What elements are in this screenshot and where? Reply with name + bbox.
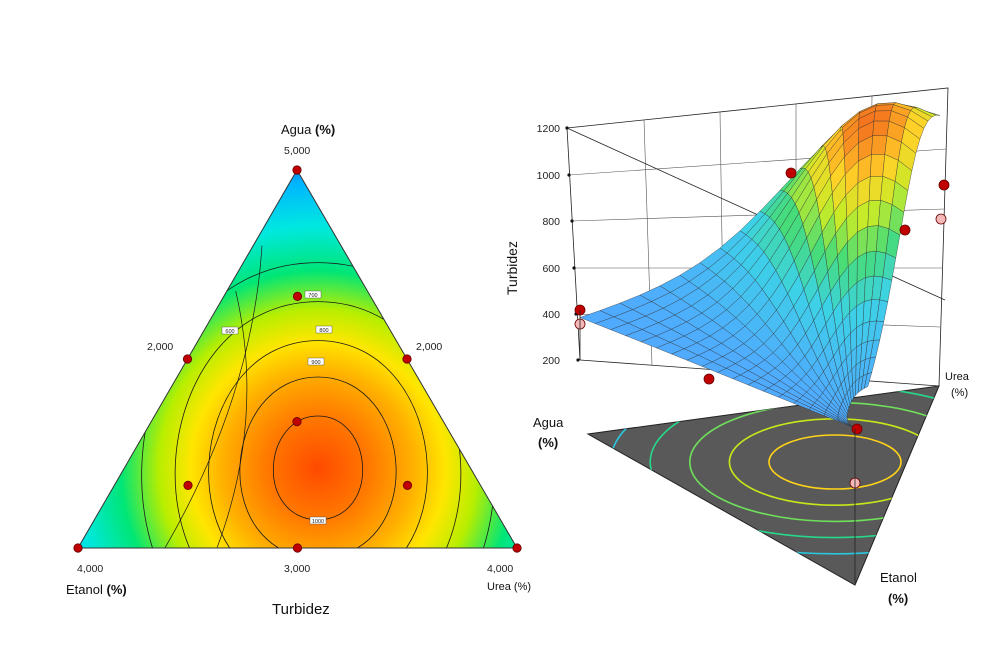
surface-z-tick-marks [565,126,580,362]
ternary-design-point [292,416,302,427]
contour-label: 900 [307,357,325,366]
ternary-design-point [292,291,303,301]
surface-design-point [851,423,863,435]
ternary-contour-labels: 1000 900 800 700 600 [221,290,333,525]
ternary-top-tick: 5,000 [284,145,310,157]
surface-design-point [899,224,911,236]
contour-label: 700 [304,290,322,299]
ternary-right-axis-label: Urea (%) [487,581,531,593]
ternary-right-tick: 4,000 [487,563,513,575]
surface-facet [873,110,892,122]
ternary-bottom-edge-tick: 3,000 [284,563,310,575]
z-tick-label: 200 [542,355,560,367]
floor-contour [768,434,902,490]
surface-facet [870,154,885,177]
surface-design-point [938,179,950,191]
surface-facet [863,372,873,389]
svg-text:600: 600 [225,329,234,335]
surface-etanol-label: Etanol [880,570,917,585]
ternary-color-field [78,170,517,548]
surface-facet [871,135,888,155]
surface-design-point [785,167,797,179]
response-surface [579,102,941,429]
ternary-left-tick: 4,000 [77,563,103,575]
ternary-top-axis-label: Agua (%) [281,122,335,137]
ternary-design-point [512,543,522,553]
ternary-design-point [292,543,303,553]
contour-line [208,340,428,548]
ternary-design-points [73,165,522,553]
ternary-right-edge-tick: 2,000 [416,341,442,353]
ternary-design-point [73,543,83,553]
ternary-left-axis-label: Etanol (%) [66,582,127,597]
ternary-left-edge-tick: 2,000 [147,341,173,353]
surface-facet [874,104,894,112]
surface-design-point [935,213,947,225]
contour-line [215,290,248,548]
ternary-design-point [402,480,413,490]
surface-urea-unit: (%) [951,387,968,399]
ternary-plot: 1000 900 800 700 600 Agua (%) 5,000 2,000 2,… [66,122,531,618]
ternary-design-point [292,165,302,175]
surface-etanol-unit: (%) [888,591,908,606]
surface-agua-label: Agua [533,415,564,430]
contour-label: 600 [221,326,239,335]
contour-label: 800 [315,325,333,334]
svg-text:900: 900 [311,360,320,366]
surface-plot: 200 400 600 800 1000 1200 Turbidez Agua (%) U… [504,87,970,606]
surface-z-ticks: 200 400 600 800 1000 1200 [537,123,561,367]
svg-text:1000: 1000 [312,519,324,525]
z-tick-label: 1200 [537,123,561,135]
surface-agua-unit: (%) [538,435,558,450]
ternary-title: Turbidez [272,601,330,618]
surface-floor [586,385,940,586]
svg-text:700: 700 [308,293,317,299]
z-tick-label: 600 [542,263,560,275]
z-tick-label: 400 [542,309,560,321]
z-tick-label: 800 [542,216,560,228]
contour-line [239,376,397,548]
contour-line [162,245,263,548]
surface-design-point [703,373,715,385]
z-tick-label: 1000 [537,170,561,182]
surface-design-points [574,167,950,583]
contour-label: 1000 [309,516,327,525]
surface-urea-label: Urea [945,371,970,383]
ternary-design-point [183,480,193,490]
svg-text:800: 800 [319,328,328,334]
ternary-design-point [182,354,193,364]
surface-facet [872,120,890,136]
ternary-design-point [402,354,412,364]
surface-z-axis-label: Turbidez [504,241,520,295]
